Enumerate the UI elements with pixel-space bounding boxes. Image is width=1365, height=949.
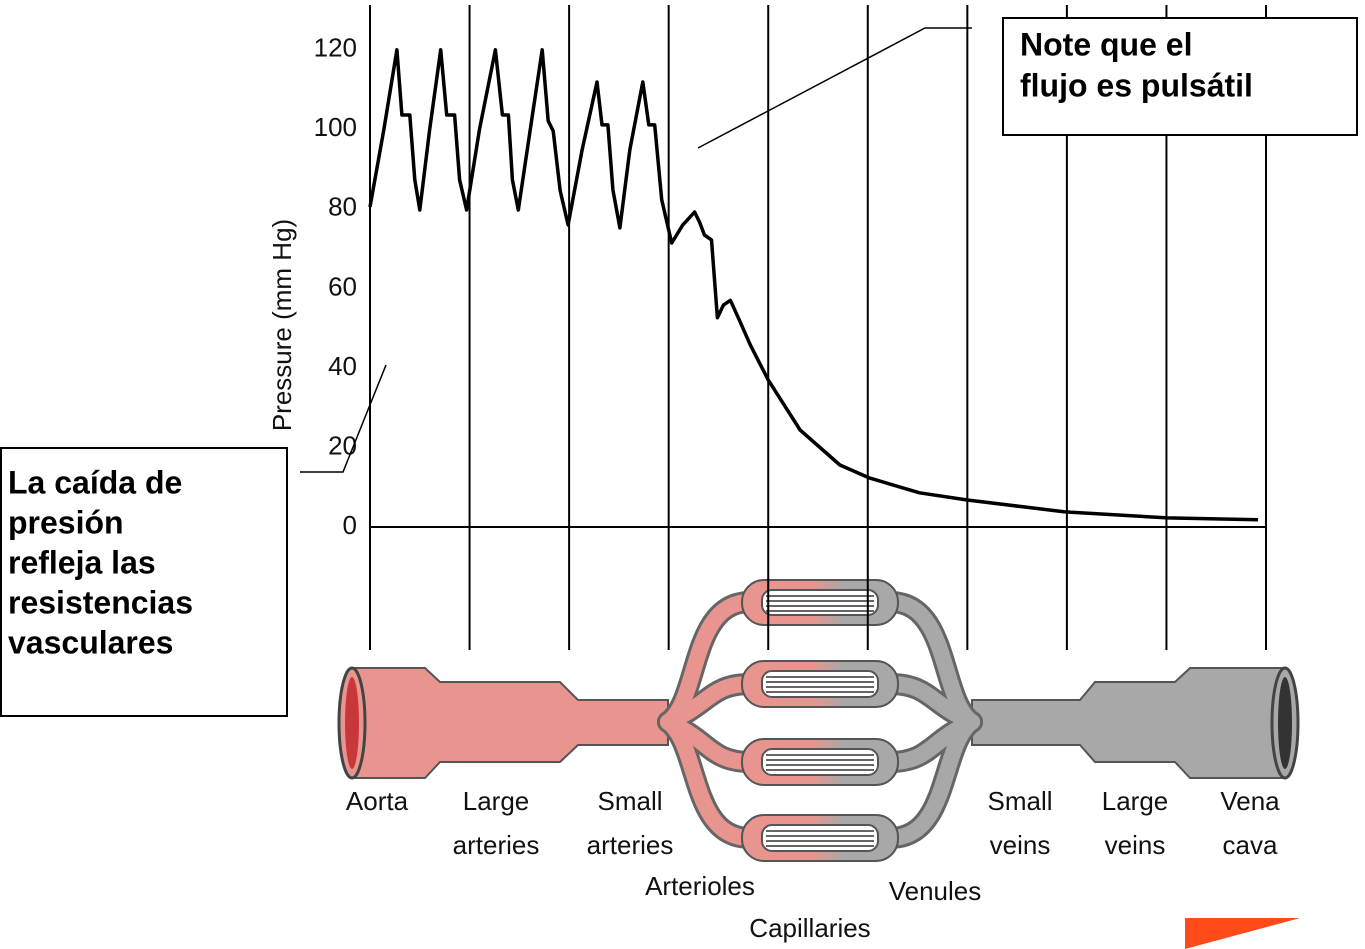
y-tick-label: 120 (314, 33, 357, 63)
category-label: Aorta (346, 786, 409, 816)
pressure-line (368, 48, 1259, 522)
category-label: Large veins (1102, 786, 1169, 860)
note-box (1002, 17, 1358, 136)
annotation-text: flujo es pulsátil (1020, 67, 1253, 103)
y-tick-label: 100 (314, 112, 357, 142)
annotation-text: resistencias (8, 584, 193, 620)
y-tick-label: 80 (328, 192, 357, 222)
category-label: Large arteries (453, 786, 540, 860)
annotation-text: presión (8, 504, 124, 540)
y-axis-label: Pressure (mm Hg) (267, 219, 297, 431)
y-tick-label: 60 (328, 271, 357, 301)
next-arrow[interactable] (1185, 918, 1300, 949)
y-tick-label: 40 (328, 351, 357, 381)
annotation-text: Note que el (1020, 26, 1192, 62)
leader-line (697, 27, 972, 149)
category-label: Small arteries (587, 786, 674, 860)
category-label: Arterioles (645, 871, 755, 901)
annotation-text: La caída de (8, 464, 182, 500)
category-label: Capillaries (749, 913, 870, 943)
y-tick-label: 20 (328, 430, 357, 460)
category-label: Vena cava (1220, 786, 1280, 860)
vessel-diagram (337, 579, 1300, 862)
note-box (0, 447, 288, 717)
annotation-text: vasculares (8, 624, 173, 660)
leader-line (300, 364, 387, 473)
category-label: Venules (889, 876, 982, 906)
annotation-text: refleja las (8, 544, 156, 580)
category-label: Small veins (987, 786, 1052, 860)
annotations: Note que el flujo es pulsátil La caída de p… (8, 26, 1253, 660)
y-tick-label: 0 (343, 510, 357, 540)
